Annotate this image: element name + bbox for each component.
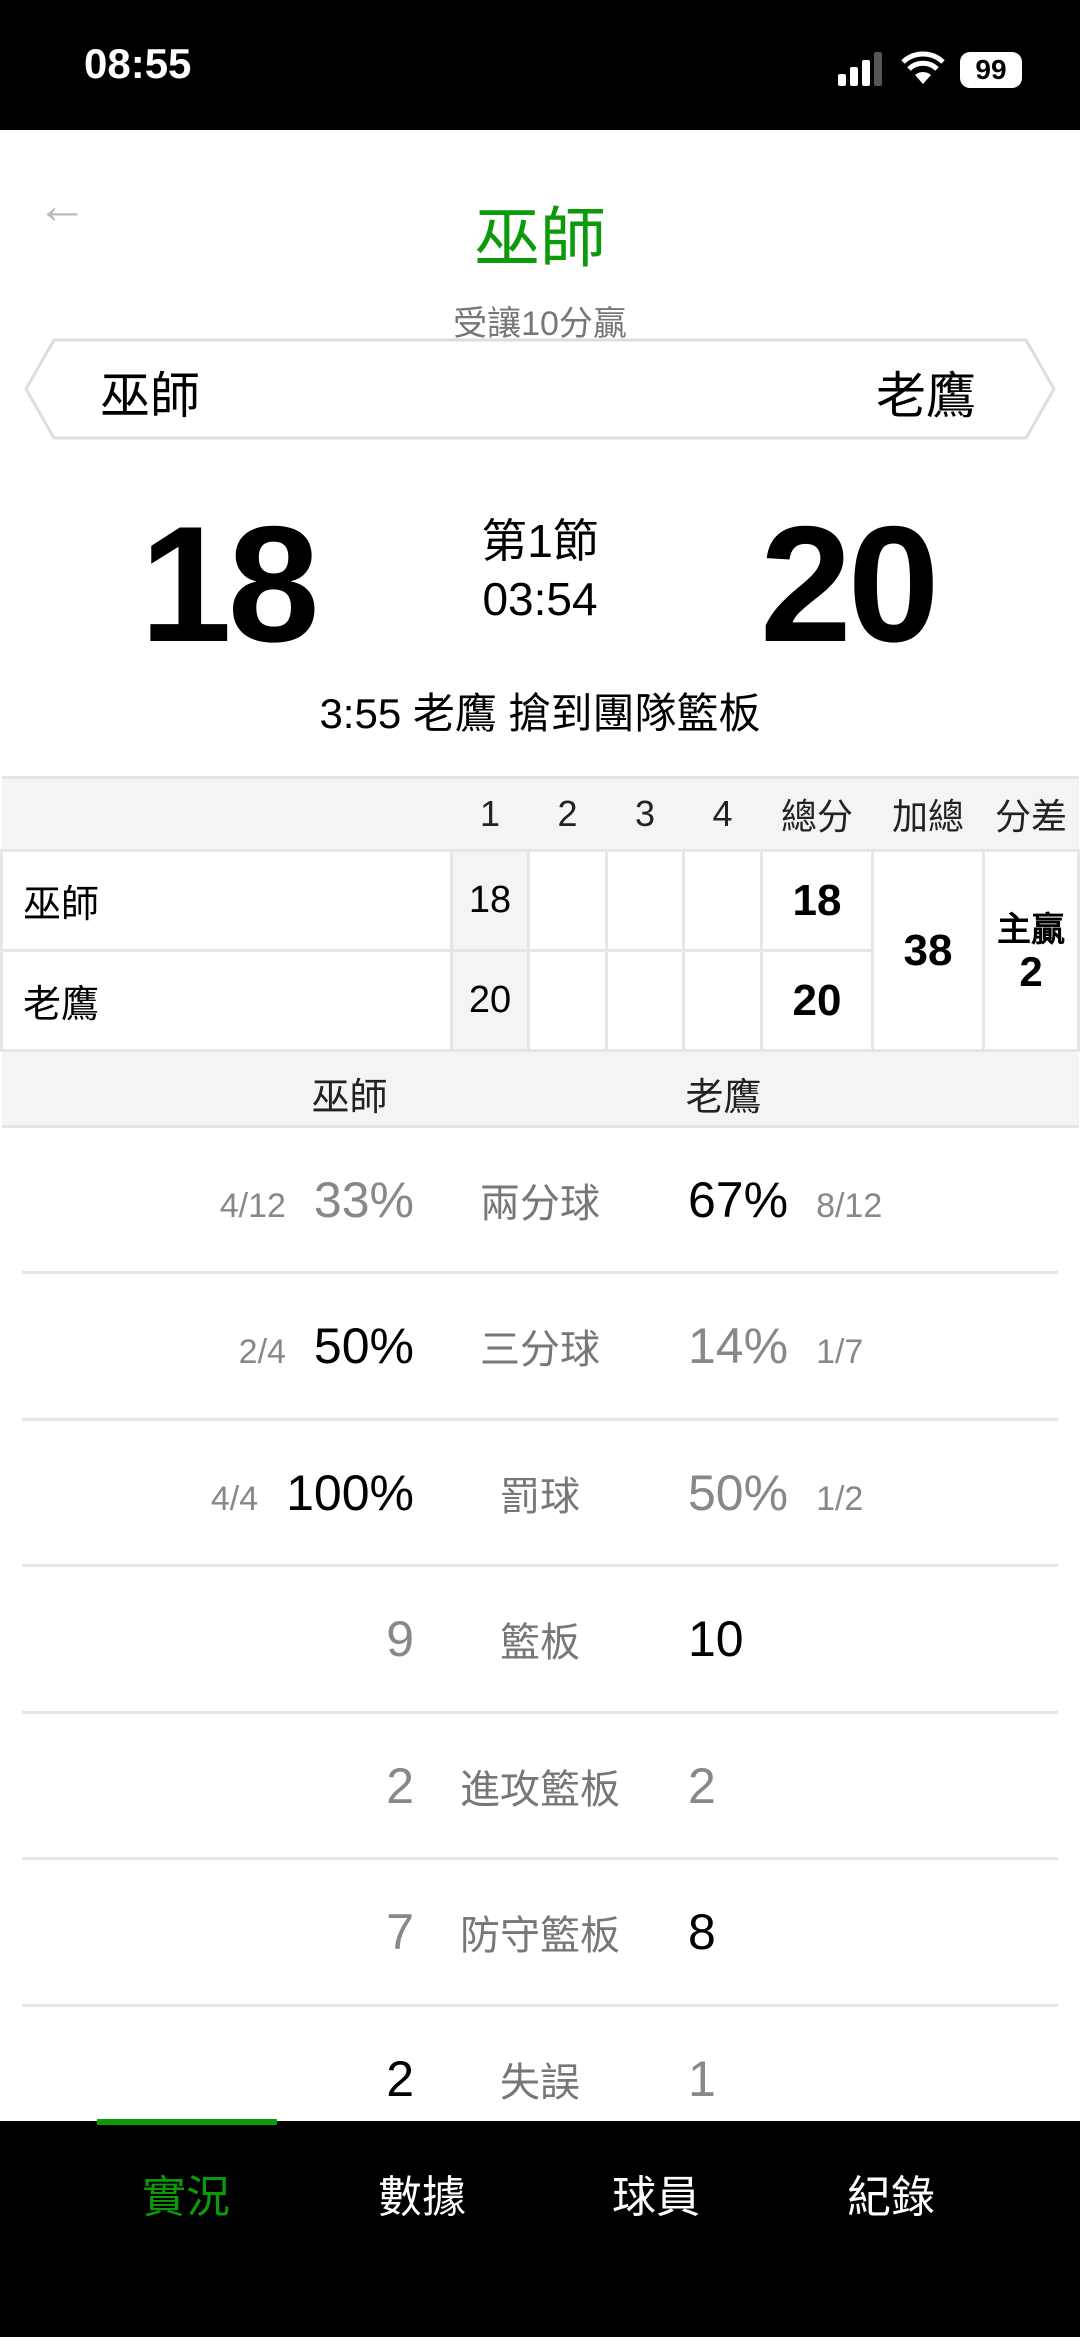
home-stat-value: 33% bbox=[313, 1171, 414, 1228]
home-score: 18 bbox=[140, 492, 320, 676]
stat-row: 7 防守籃板 8 bbox=[22, 1861, 1058, 2007]
away-stat-fraction: 8/12 bbox=[816, 1186, 883, 1225]
away-stat-value: 10 bbox=[688, 1611, 744, 1667]
stat-label: 防守籃板 bbox=[460, 1914, 620, 1958]
away-stat-value: 8 bbox=[688, 1904, 716, 1960]
quarter-score: 20 bbox=[450, 949, 530, 1052]
header-cell: 加總 bbox=[872, 776, 984, 852]
home-team-name[interactable]: 巫師 bbox=[100, 368, 200, 424]
stat-label: 三分球 bbox=[480, 1328, 600, 1372]
home-stat-fraction: 4/12 bbox=[219, 1186, 286, 1225]
home-stat-fraction: 2/4 bbox=[238, 1333, 286, 1371]
diff-value: 2 bbox=[1019, 947, 1043, 995]
away-stat-value: 67% bbox=[688, 1171, 789, 1228]
last-play: 3:55 老鷹 搶到團隊籃板 bbox=[319, 690, 761, 737]
stat-row: 4/4 100% 罰球 50% 1/2 bbox=[22, 1421, 1058, 1567]
stat-label: 兩分球 bbox=[480, 1181, 600, 1226]
handicap-result: 受讓10分贏 bbox=[453, 305, 627, 343]
battery-icon: 99 bbox=[960, 52, 1022, 88]
game-clock: 03:54 bbox=[482, 573, 598, 625]
away-stat-value: 2 bbox=[688, 1757, 716, 1814]
home-stat-value: 7 bbox=[386, 1904, 414, 1960]
tab-stats[interactable]: 數據 bbox=[378, 2173, 466, 2222]
team-name: 巫師 bbox=[0, 849, 453, 952]
team-name: 老鷹 bbox=[0, 949, 453, 1052]
header-cell: 總分 bbox=[761, 776, 873, 852]
stats-away-team: 老鷹 bbox=[685, 1077, 762, 1119]
home-stat-value: 2 bbox=[386, 1757, 414, 1814]
stat-label: 進攻籃板 bbox=[460, 1767, 620, 1812]
quarter-score bbox=[605, 849, 685, 952]
home-stat-value: 2 bbox=[386, 2050, 414, 2107]
table-row: 老鷹 20 20 bbox=[0, 949, 1079, 1052]
tab-records[interactable]: 紀錄 bbox=[847, 2173, 935, 2222]
table-row: 巫師 18 18 38 主贏 2 bbox=[0, 849, 1080, 1052]
home-stat-value: 9 bbox=[386, 1611, 414, 1667]
away-team-name[interactable]: 老鷹 bbox=[876, 368, 976, 424]
stat-row: 4/12 33% 兩分球 67% 8/12 bbox=[22, 1128, 1058, 1274]
away-stat-fraction: 1/2 bbox=[816, 1479, 864, 1518]
diff-label: 主贏 bbox=[997, 910, 1065, 949]
stats-header: 巫師 老鷹 bbox=[1, 1049, 1079, 1128]
score-diff: 主贏 2 bbox=[982, 849, 1080, 1052]
total-score: 18 bbox=[760, 849, 874, 952]
clock: 08:55 bbox=[84, 40, 192, 87]
stats-home-team: 巫師 bbox=[311, 1077, 388, 1119]
signal-icon bbox=[838, 52, 882, 86]
header-cell: 2 bbox=[528, 776, 607, 852]
page-title: 巫師 bbox=[474, 201, 606, 275]
boxscore-table: 1 2 3 4 總分 加總 分差 巫師 18 18 38 主贏 2 老鷹 20 2… bbox=[0, 776, 1080, 1128]
away-stat-value: 1 bbox=[688, 2050, 716, 2107]
header-cell: 分差 bbox=[983, 776, 1079, 852]
status-bar: 08:55 99 bbox=[0, 0, 1080, 130]
tab-players[interactable]: 球員 bbox=[612, 2173, 700, 2222]
header-cell: 4 bbox=[683, 776, 762, 852]
quarter-score bbox=[682, 949, 763, 1052]
combined-score: 38 bbox=[871, 849, 985, 1052]
quarter-score: 18 bbox=[450, 849, 530, 952]
home-stat-value: 50% bbox=[313, 1318, 414, 1374]
stat-row: 2 進攻籃板 2 bbox=[22, 1714, 1058, 1860]
total-score: 20 bbox=[760, 949, 874, 1052]
away-stat-fraction: 1/7 bbox=[816, 1333, 864, 1371]
stat-label: 籃板 bbox=[500, 1621, 580, 1665]
stat-label: 失誤 bbox=[500, 2060, 580, 2105]
quarter-score bbox=[527, 849, 608, 952]
team-bar bbox=[24, 338, 1056, 440]
home-stat-value: 100% bbox=[286, 1464, 414, 1521]
header-cell: 3 bbox=[606, 776, 684, 852]
period-label: 第1節 bbox=[481, 515, 599, 567]
stat-row: 9 籃板 10 bbox=[22, 1568, 1058, 1714]
quarter-score bbox=[527, 949, 608, 1052]
away-stat-value: 14% bbox=[688, 1318, 789, 1374]
header-cell: 1 bbox=[451, 776, 529, 852]
active-tab-indicator bbox=[97, 2119, 277, 2125]
wifi-icon bbox=[901, 51, 945, 84]
quarter-score bbox=[682, 849, 763, 952]
boxscore-header: 1 2 3 4 總分 加總 分差 bbox=[1, 776, 1079, 852]
away-stat-value: 50% bbox=[688, 1464, 789, 1521]
home-stat-fraction: 4/4 bbox=[210, 1479, 259, 1518]
header-cell bbox=[1, 776, 452, 852]
stat-label: 罰球 bbox=[500, 1474, 580, 1519]
bottom-nav: 實況 數據 球員 紀錄 bbox=[0, 2121, 1080, 2337]
back-arrow-icon[interactable]: ← bbox=[36, 177, 88, 235]
game-period: 第1節 03:54 bbox=[0, 512, 1080, 628]
away-score: 20 bbox=[760, 492, 940, 676]
stat-row: 2/4 50% 三分球 14% 1/7 bbox=[22, 1275, 1058, 1421]
tab-live[interactable]: 實況 bbox=[142, 2173, 230, 2222]
quarter-score bbox=[605, 949, 685, 1052]
